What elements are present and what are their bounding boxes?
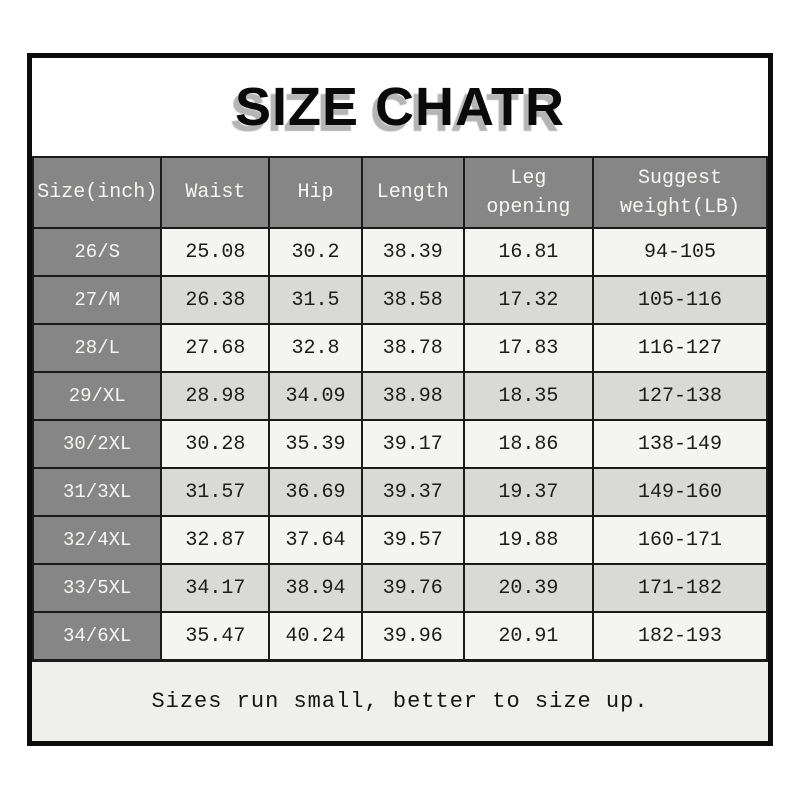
column-header-suggest-weight-lb: Suggest weight(LB) bbox=[591, 156, 769, 229]
table-row: 30/2XL 30.28 35.39 39.17 18.86 138-149 bbox=[31, 419, 769, 469]
value-cell: 38.58 bbox=[360, 275, 465, 325]
table-header-row: Size(inch) Waist Hip Length Leg opening Sugge… bbox=[31, 156, 769, 229]
size-label-cell: 34/6XL bbox=[31, 611, 163, 661]
value-cell: 38.39 bbox=[360, 227, 465, 277]
value-cell: 36.69 bbox=[268, 467, 363, 517]
value-cell: 138-149 bbox=[591, 419, 769, 469]
value-cell: 28.98 bbox=[160, 371, 271, 421]
value-cell: 39.17 bbox=[360, 419, 465, 469]
value-cell: 35.39 bbox=[268, 419, 363, 469]
size-label-cell: 31/3XL bbox=[31, 467, 163, 517]
table-row: 33/5XL 34.17 38.94 39.76 20.39 171-182 bbox=[31, 563, 769, 613]
value-cell: 30.28 bbox=[160, 419, 271, 469]
value-cell: 160-171 bbox=[591, 515, 769, 565]
value-cell: 32.8 bbox=[268, 323, 363, 373]
size-label-cell: 26/S bbox=[31, 227, 163, 277]
size-table: Size(inch) Waist Hip Length Leg opening Sugge… bbox=[31, 156, 769, 661]
value-cell: 39.96 bbox=[360, 611, 465, 661]
value-cell: 37.64 bbox=[268, 515, 363, 565]
value-cell: 40.24 bbox=[268, 611, 363, 661]
size-label-cell: 28/L bbox=[31, 323, 163, 373]
value-cell: 35.47 bbox=[160, 611, 271, 661]
value-cell: 30.2 bbox=[268, 227, 363, 277]
value-cell: 182-193 bbox=[591, 611, 769, 661]
size-label-cell: 30/2XL bbox=[31, 419, 163, 469]
value-cell: 18.35 bbox=[462, 371, 594, 421]
value-cell: 127-138 bbox=[591, 371, 769, 421]
value-cell: 38.78 bbox=[360, 323, 465, 373]
value-cell: 38.98 bbox=[360, 371, 465, 421]
table-row: 31/3XL 31.57 36.69 39.37 19.37 149-160 bbox=[31, 467, 769, 517]
value-cell: 17.32 bbox=[462, 275, 594, 325]
value-cell: 19.37 bbox=[462, 467, 594, 517]
value-cell: 18.86 bbox=[462, 419, 594, 469]
size-label-cell: 27/M bbox=[31, 275, 163, 325]
column-header-leg-opening: Leg opening bbox=[462, 156, 594, 229]
size-label-cell: 33/5XL bbox=[31, 563, 163, 613]
value-cell: 39.57 bbox=[360, 515, 465, 565]
value-cell: 171-182 bbox=[591, 563, 769, 613]
table-row: 27/M 26.38 31.5 38.58 17.32 105-116 bbox=[31, 275, 769, 325]
value-cell: 32.87 bbox=[160, 515, 271, 565]
value-cell: 31.5 bbox=[268, 275, 363, 325]
table-row: 34/6XL 35.47 40.24 39.96 20.91 182-193 bbox=[31, 611, 769, 661]
value-cell: 26.38 bbox=[160, 275, 271, 325]
value-cell: 39.37 bbox=[360, 467, 465, 517]
size-label-cell: 32/4XL bbox=[31, 515, 163, 565]
value-cell: 16.81 bbox=[462, 227, 594, 277]
size-chart-panel: SIZE CHATR Size(inch) Waist Hip Length Leg o… bbox=[27, 53, 773, 746]
value-cell: 94-105 bbox=[591, 227, 769, 277]
value-cell: 31.57 bbox=[160, 467, 271, 517]
value-cell: 105-116 bbox=[591, 275, 769, 325]
value-cell: 17.83 bbox=[462, 323, 594, 373]
size-label-cell: 29/XL bbox=[31, 371, 163, 421]
value-cell: 25.08 bbox=[160, 227, 271, 277]
value-cell: 116-127 bbox=[591, 323, 769, 373]
value-cell: 19.88 bbox=[462, 515, 594, 565]
column-header-size: Size(inch) bbox=[31, 156, 163, 229]
title-area: SIZE CHATR bbox=[32, 58, 768, 156]
value-cell: 34.09 bbox=[268, 371, 363, 421]
column-header-hip: Hip bbox=[268, 156, 363, 229]
value-cell: 34.17 bbox=[160, 563, 271, 613]
value-cell: 39.76 bbox=[360, 563, 465, 613]
value-cell: 27.68 bbox=[160, 323, 271, 373]
value-cell: 20.91 bbox=[462, 611, 594, 661]
table-row: 26/S 25.08 30.2 38.39 16.81 94-105 bbox=[31, 227, 769, 277]
column-header-length: Length bbox=[360, 156, 465, 229]
value-cell: 38.94 bbox=[268, 563, 363, 613]
page-title: SIZE CHATR bbox=[235, 77, 565, 137]
footer-note: Sizes run small, better to size up. bbox=[151, 689, 649, 714]
table-row: 32/4XL 32.87 37.64 39.57 19.88 160-171 bbox=[31, 515, 769, 565]
table-row: 28/L 27.68 32.8 38.78 17.83 116-127 bbox=[31, 323, 769, 373]
value-cell: 149-160 bbox=[591, 467, 769, 517]
table-row: 29/XL 28.98 34.09 38.98 18.35 127-138 bbox=[31, 371, 769, 421]
footer-note-bar: Sizes run small, better to size up. bbox=[32, 661, 768, 741]
column-header-waist: Waist bbox=[160, 156, 271, 229]
value-cell: 20.39 bbox=[462, 563, 594, 613]
